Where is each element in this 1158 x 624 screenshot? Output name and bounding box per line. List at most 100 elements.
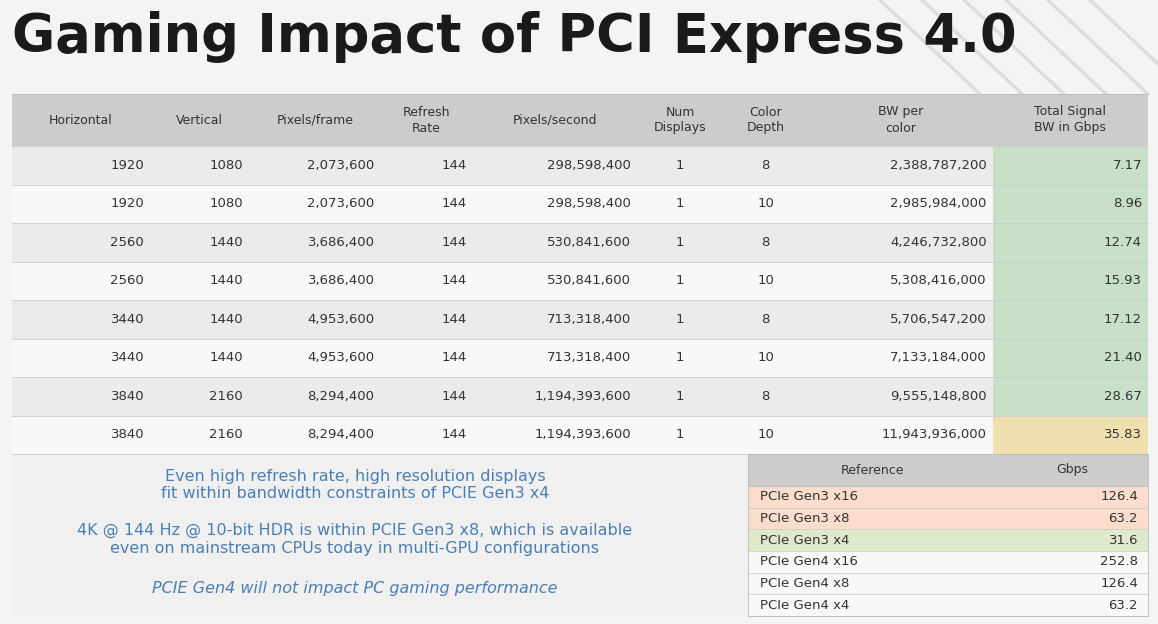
Bar: [12, 300, 992, 338]
Text: 144: 144: [441, 158, 467, 172]
Text: 63.2: 63.2: [1108, 598, 1138, 612]
Bar: [992, 261, 1148, 300]
Bar: [992, 377, 1148, 416]
Text: 1440: 1440: [210, 351, 243, 364]
Text: 4K @ 144 Hz @ 10-bit HDR is within PCIE Gen3 x8, which is available: 4K @ 144 Hz @ 10-bit HDR is within PCIE …: [78, 522, 632, 538]
Text: 3,686,400: 3,686,400: [308, 275, 374, 287]
Text: 252.8: 252.8: [1100, 555, 1138, 568]
Text: 8: 8: [762, 313, 770, 326]
Bar: [992, 300, 1148, 338]
Text: PCIe Gen4 x4: PCIe Gen4 x4: [760, 598, 849, 612]
Text: 10: 10: [757, 351, 774, 364]
Bar: [12, 146, 992, 185]
Bar: [748, 551, 1148, 573]
Text: 8: 8: [762, 236, 770, 249]
Text: 31.6: 31.6: [1108, 534, 1138, 547]
Text: Reference: Reference: [841, 464, 903, 477]
Text: fit within bandwidth constraints of PCIE Gen3 x4: fit within bandwidth constraints of PCIE…: [161, 487, 549, 502]
Text: PCIe Gen3 x16: PCIe Gen3 x16: [760, 490, 858, 504]
Bar: [12, 223, 992, 261]
Bar: [992, 223, 1148, 261]
Text: 1,194,393,600: 1,194,393,600: [535, 428, 631, 441]
Text: 1: 1: [676, 313, 684, 326]
Text: 2,073,600: 2,073,600: [307, 197, 374, 210]
Text: 144: 144: [441, 313, 467, 326]
Bar: [748, 508, 1148, 529]
Text: 15.93: 15.93: [1104, 275, 1142, 287]
Bar: [748, 573, 1148, 594]
Text: PCIe Gen3 x4: PCIe Gen3 x4: [760, 534, 850, 547]
Text: Num
Displays: Num Displays: [654, 105, 706, 135]
Bar: [992, 416, 1148, 454]
Text: 3840: 3840: [111, 428, 145, 441]
Text: 713,318,400: 713,318,400: [547, 351, 631, 364]
Text: 5,308,416,000: 5,308,416,000: [891, 275, 987, 287]
Text: Total Signal
BW in Gbps: Total Signal BW in Gbps: [1034, 105, 1106, 135]
Text: 7.17: 7.17: [1113, 158, 1142, 172]
Text: 1: 1: [676, 197, 684, 210]
Text: 530,841,600: 530,841,600: [548, 275, 631, 287]
Text: 8,294,400: 8,294,400: [308, 390, 374, 402]
Bar: [748, 454, 1148, 486]
Text: 144: 144: [441, 197, 467, 210]
Bar: [992, 185, 1148, 223]
Bar: [12, 454, 1148, 616]
Text: 63.2: 63.2: [1108, 512, 1138, 525]
Text: 1440: 1440: [210, 313, 243, 326]
Text: 713,318,400: 713,318,400: [547, 313, 631, 326]
Text: PCIE Gen4 will not impact PC gaming performance: PCIE Gen4 will not impact PC gaming perf…: [152, 580, 558, 595]
Text: 10: 10: [757, 275, 774, 287]
Text: 1: 1: [676, 390, 684, 402]
Text: Horizontal: Horizontal: [50, 114, 113, 127]
Text: 298,598,400: 298,598,400: [548, 158, 631, 172]
Text: 1,194,393,600: 1,194,393,600: [535, 390, 631, 402]
Text: Pixels/second: Pixels/second: [513, 114, 598, 127]
Bar: [12, 338, 992, 377]
Text: 1920: 1920: [110, 158, 145, 172]
Text: 144: 144: [441, 275, 467, 287]
Text: 2160: 2160: [210, 428, 243, 441]
Text: 5,706,547,200: 5,706,547,200: [889, 313, 987, 326]
Text: 17.12: 17.12: [1104, 313, 1142, 326]
Text: 2,388,787,200: 2,388,787,200: [889, 158, 987, 172]
Text: 126.4: 126.4: [1100, 490, 1138, 504]
Text: 1: 1: [676, 275, 684, 287]
Text: 3,686,400: 3,686,400: [308, 236, 374, 249]
Text: Color
Depth: Color Depth: [747, 105, 785, 135]
Bar: [992, 338, 1148, 377]
Text: Vertical: Vertical: [176, 114, 223, 127]
Text: 144: 144: [441, 390, 467, 402]
Text: PCIe Gen4 x8: PCIe Gen4 x8: [760, 577, 849, 590]
Bar: [12, 261, 992, 300]
Bar: [12, 377, 992, 416]
Text: 3840: 3840: [111, 390, 145, 402]
Text: 4,246,732,800: 4,246,732,800: [891, 236, 987, 249]
Text: 1440: 1440: [210, 275, 243, 287]
Text: 1: 1: [676, 428, 684, 441]
Bar: [748, 594, 1148, 616]
Text: even on mainstream CPUs today in multi-GPU configurations: even on mainstream CPUs today in multi-G…: [110, 540, 600, 555]
Text: 2560: 2560: [110, 236, 145, 249]
Text: 2,985,984,000: 2,985,984,000: [891, 197, 987, 210]
Text: 10: 10: [757, 197, 774, 210]
Text: 3440: 3440: [111, 351, 145, 364]
Text: 2160: 2160: [210, 390, 243, 402]
Text: Pixels/frame: Pixels/frame: [277, 114, 353, 127]
Text: 144: 144: [441, 428, 467, 441]
Bar: [12, 185, 992, 223]
Bar: [12, 416, 992, 454]
Text: 1080: 1080: [210, 197, 243, 210]
Text: 8: 8: [762, 158, 770, 172]
Text: 1: 1: [676, 351, 684, 364]
Text: 1440: 1440: [210, 236, 243, 249]
Bar: [12, 94, 1148, 146]
Text: Refresh
Rate: Refresh Rate: [403, 105, 450, 135]
Text: Gaming Impact of PCI Express 4.0: Gaming Impact of PCI Express 4.0: [12, 11, 1017, 63]
Bar: [748, 486, 1148, 508]
Text: 35.83: 35.83: [1104, 428, 1142, 441]
Text: 1: 1: [676, 236, 684, 249]
Text: 11,943,936,000: 11,943,936,000: [881, 428, 987, 441]
Text: 1: 1: [676, 158, 684, 172]
Text: 9,555,148,800: 9,555,148,800: [891, 390, 987, 402]
Text: 144: 144: [441, 236, 467, 249]
